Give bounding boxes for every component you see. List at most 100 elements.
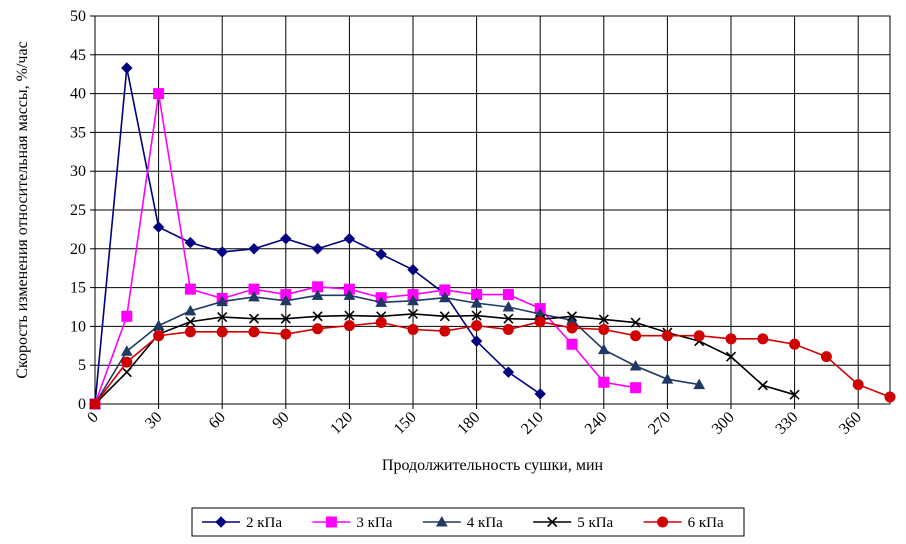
data-point-circle: [725, 333, 737, 345]
legend-label: 5 кПа: [577, 515, 613, 531]
series-line: [94, 67, 541, 405]
data-point-circle: [661, 330, 673, 342]
data-point-x: [439, 311, 450, 322]
data-point-circle: [598, 324, 610, 336]
data-point-circle: [852, 379, 864, 391]
data-point-circle: [375, 317, 387, 329]
data-point-triangle: [629, 359, 642, 371]
y-tick-label: 15: [70, 280, 86, 297]
legend-item: 3 кПа: [312, 515, 393, 531]
data-point-diamond: [534, 388, 546, 400]
data-point-diamond: [375, 248, 387, 260]
tick-labels: 0 5 10 15 20 25 30 35 40 45 50 0 30 60 90 120 150 180 210 2…: [70, 8, 865, 438]
data-point-x: [248, 313, 260, 324]
legend-item: 2 кПа: [202, 515, 282, 531]
data-point-circle: [693, 330, 705, 342]
data-point-circle: [280, 328, 292, 340]
data-point-square: [121, 310, 133, 322]
data-point-circle: [566, 322, 578, 334]
data-point-circle: [884, 391, 896, 403]
data-point-circle: [343, 320, 355, 332]
data-point-triangle: [248, 290, 260, 302]
data-point-square: [502, 289, 514, 301]
data-point-x: [121, 367, 132, 378]
legend-label: 4 кПа: [467, 515, 503, 531]
data-point-triangle: [470, 297, 483, 308]
y-tick-label: 5: [78, 357, 86, 374]
data-point-triangle: [216, 295, 229, 307]
data-point-circle: [820, 351, 832, 363]
data-point-triangle: [407, 294, 419, 306]
data-point-circle: [657, 516, 669, 528]
data-point-circle: [502, 324, 514, 336]
data-point-triangle: [184, 304, 197, 316]
data-point-x: [566, 311, 578, 322]
data-point-square: [153, 88, 165, 100]
data-point-x: [630, 317, 641, 328]
data-point-triangle: [279, 294, 292, 306]
data-point-diamond: [407, 264, 419, 276]
data-point-triangle: [693, 378, 706, 390]
x-tick-label: 360: [836, 409, 865, 438]
legend-item: 5 кПа: [533, 515, 614, 531]
data-point-diamond: [311, 243, 324, 255]
data-point-x: [503, 313, 514, 324]
series-5: [89, 316, 896, 410]
data-point-circle: [89, 398, 101, 410]
data-point-circle: [248, 326, 260, 338]
data-point-circle: [216, 326, 228, 338]
data-point-circle: [153, 330, 165, 342]
data-point-triangle: [120, 345, 133, 356]
data-point-triangle: [438, 291, 451, 303]
data-point-circle: [471, 320, 483, 332]
y-tick-label: 40: [70, 86, 86, 103]
data-point-x: [407, 308, 419, 320]
series-4: [89, 308, 800, 410]
data-point-triangle: [435, 515, 448, 527]
data-point-x: [725, 351, 737, 362]
data-point-triangle: [152, 319, 165, 331]
x-tick-label: 0: [84, 409, 102, 427]
data-point-triangle: [375, 296, 388, 307]
x-tick-label: 240: [582, 409, 611, 438]
y-tick-label: 30: [70, 163, 86, 180]
y-tick-label: 20: [70, 241, 86, 258]
x-tick-label: 270: [645, 409, 674, 438]
data-point-circle: [789, 338, 801, 350]
data-point-circle: [439, 325, 451, 337]
legend-item: 6 кПа: [643, 515, 724, 531]
data-point-square: [598, 376, 610, 388]
data-point-diamond: [280, 233, 292, 245]
data-point-diamond: [121, 62, 133, 74]
data-point-circle: [534, 316, 546, 328]
x-tick-label: 90: [269, 409, 292, 432]
x-tick-label: 150: [391, 409, 420, 438]
data-point-diamond: [215, 516, 227, 528]
grid-lines: [95, 15, 890, 404]
y-tick-label: 35: [70, 124, 86, 141]
data-point-x: [789, 389, 800, 400]
data-point-diamond: [216, 246, 228, 258]
x-tick-label: 330: [772, 409, 801, 438]
y-tick-label: 0: [78, 396, 86, 413]
data-point-x: [344, 310, 355, 321]
data-point-diamond: [152, 221, 165, 233]
data-point-x: [471, 310, 482, 321]
data-point-triangle: [502, 300, 515, 312]
y-tick-label: 25: [70, 202, 86, 219]
series-group: [89, 62, 896, 410]
data-point-circle: [312, 323, 324, 335]
data-point-square: [630, 382, 642, 394]
legend-label: 2 кПа: [246, 515, 282, 531]
axes: [90, 15, 891, 409]
data-point-diamond: [470, 335, 483, 347]
data-point-triangle: [597, 343, 610, 355]
data-point-square: [566, 338, 578, 350]
data-point-x: [757, 380, 768, 391]
x-tick-label: 300: [709, 409, 738, 438]
data-point-square: [184, 283, 196, 295]
y-axis-title: Скорость изменения относительная массы, …: [14, 41, 31, 378]
data-point-x: [547, 516, 558, 528]
